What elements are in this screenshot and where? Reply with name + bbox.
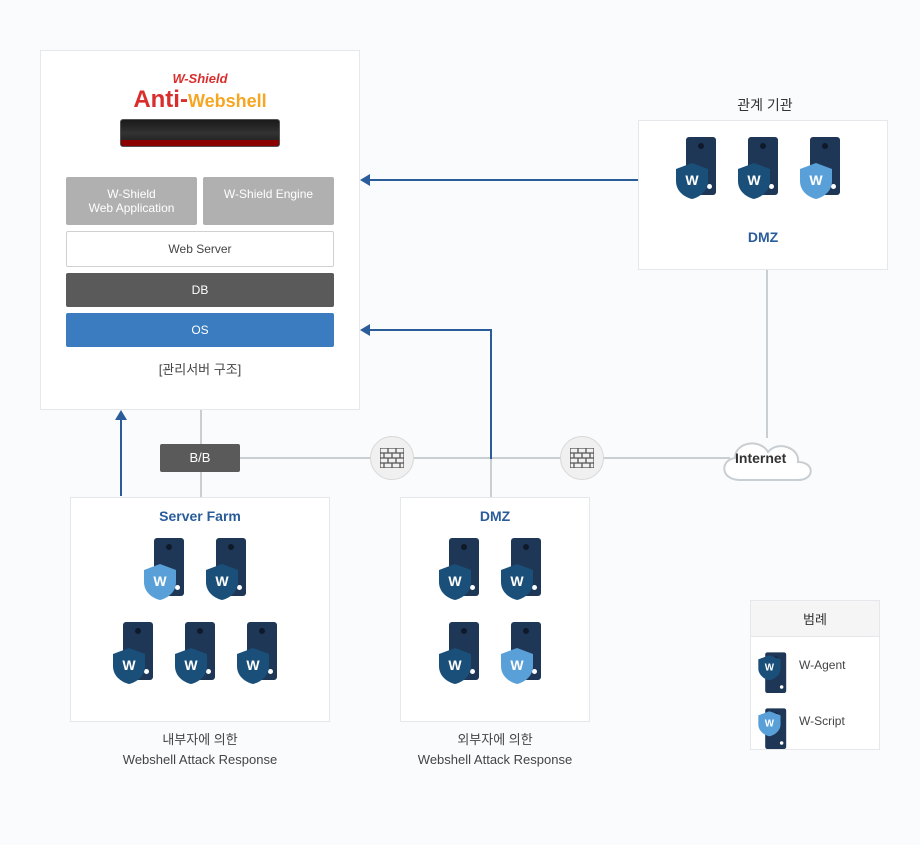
legend-title: 범례 xyxy=(751,601,879,637)
server-icon: W xyxy=(505,620,547,682)
dmz-cap2: Webshell Attack Response xyxy=(418,752,572,767)
server-farm-caption: 내부자에 의한 Webshell Attack Response xyxy=(70,730,330,769)
arrow-sf-head xyxy=(115,410,127,420)
bottom-dmz-caption: 외부자에 의한 Webshell Attack Response xyxy=(400,730,590,769)
shield-agent-icon: W xyxy=(439,564,471,600)
sf-cap1: 내부자에 의한 xyxy=(162,732,237,747)
server-icon: W xyxy=(241,620,283,682)
mgmt-caption: [관리서버 구조] xyxy=(66,359,334,378)
arrow-mid-head xyxy=(360,324,370,336)
shield-agent-icon: W xyxy=(113,648,145,684)
shield-agent-icon: W xyxy=(758,655,780,680)
svg-text:W: W xyxy=(122,657,136,673)
svg-text:W: W xyxy=(153,573,167,589)
legend-item-script: W W-Script xyxy=(751,693,879,749)
shield-agent-icon: W xyxy=(439,648,471,684)
line-horiz-main xyxy=(200,457,730,459)
arrow-top-horiz xyxy=(370,179,638,181)
server-icon: W xyxy=(443,536,485,598)
svg-text:W: W xyxy=(184,657,198,673)
server-icon: W xyxy=(505,536,547,598)
mgmt-server-panel: W-Shield Anti-Webshell W-Shield Web Appl… xyxy=(40,50,360,410)
stack-webserver: Web Server xyxy=(66,231,334,267)
legend-script-label: W-Script xyxy=(799,714,845,728)
bottom-dmz-box: DMZ W W W W xyxy=(400,497,590,722)
logo-title-sub: Webshell xyxy=(188,91,267,111)
svg-text:W: W xyxy=(765,663,775,674)
server-icon: W xyxy=(761,651,781,679)
bb-node: B/B xyxy=(160,444,240,472)
arrow-mid-vert xyxy=(490,329,492,459)
shield-agent-icon: W xyxy=(501,564,533,600)
legend-item-agent: W W-Agent xyxy=(751,637,879,693)
server-icon: W xyxy=(117,620,159,682)
sf-cap2: Webshell Attack Response xyxy=(123,752,277,767)
firewall-icon xyxy=(370,436,414,480)
firewall-icon xyxy=(560,436,604,480)
product-logo: W-Shield Anti-Webshell xyxy=(66,66,334,177)
arrow-mid-horiz xyxy=(370,329,492,331)
server-icon: W xyxy=(761,707,781,735)
shield-script-icon: W xyxy=(501,648,533,684)
legend-agent-label: W-Agent xyxy=(799,658,845,672)
appliance-image xyxy=(120,119,280,147)
svg-text:W: W xyxy=(510,573,524,589)
server-icon: W xyxy=(443,620,485,682)
line-internet-up xyxy=(766,270,768,438)
legend-box: 범례 W W-Agent W W-Script xyxy=(750,600,880,750)
top-dmz-box: W W W DMZ xyxy=(638,120,888,270)
svg-text:W: W xyxy=(448,657,462,673)
shield-agent-icon: W xyxy=(175,648,207,684)
server-farm-box: Server Farm W W W W W xyxy=(70,497,330,722)
shield-agent-icon: W xyxy=(676,163,708,199)
server-farm-title: Server Farm xyxy=(71,498,329,528)
related-org-label: 관계 기관 xyxy=(720,95,810,115)
logo-brand: W-Shield xyxy=(66,71,334,86)
shield-script-icon: W xyxy=(800,163,832,199)
svg-text:W: W xyxy=(510,657,524,673)
shield-script-icon: W xyxy=(144,564,176,600)
svg-text:W: W xyxy=(448,573,462,589)
shield-agent-icon: W xyxy=(738,163,770,199)
bottom-dmz-title: DMZ xyxy=(401,498,589,528)
svg-text:W: W xyxy=(246,657,260,673)
top-dmz-label: DMZ xyxy=(639,229,887,245)
server-icon: W xyxy=(148,536,190,598)
svg-text:W: W xyxy=(747,172,761,188)
line-dmz-up xyxy=(490,459,492,497)
svg-text:W: W xyxy=(215,573,229,589)
shield-agent-icon: W xyxy=(237,648,269,684)
server-icon: W xyxy=(179,620,221,682)
stack-webapp: W-Shield Web Application xyxy=(66,177,197,225)
svg-text:W: W xyxy=(765,719,775,730)
arrow-sf-vert xyxy=(120,420,122,496)
server-icon: W xyxy=(210,536,252,598)
stack-engine: W-Shield Engine xyxy=(203,177,334,225)
server-icon: W xyxy=(804,135,846,197)
svg-text:W: W xyxy=(809,172,823,188)
cloud-label: Internet xyxy=(735,450,786,466)
server-icon: W xyxy=(680,135,722,197)
arrow-top-head xyxy=(360,174,370,186)
dmz-cap1: 외부자에 의한 xyxy=(457,732,532,747)
logo-title-main: Anti- xyxy=(133,86,188,113)
server-icon: W xyxy=(742,135,784,197)
svg-text:W: W xyxy=(685,172,699,188)
shield-script-icon: W xyxy=(758,711,780,736)
shield-agent-icon: W xyxy=(206,564,238,600)
stack-db: DB xyxy=(66,273,334,307)
stack-os: OS xyxy=(66,313,334,347)
